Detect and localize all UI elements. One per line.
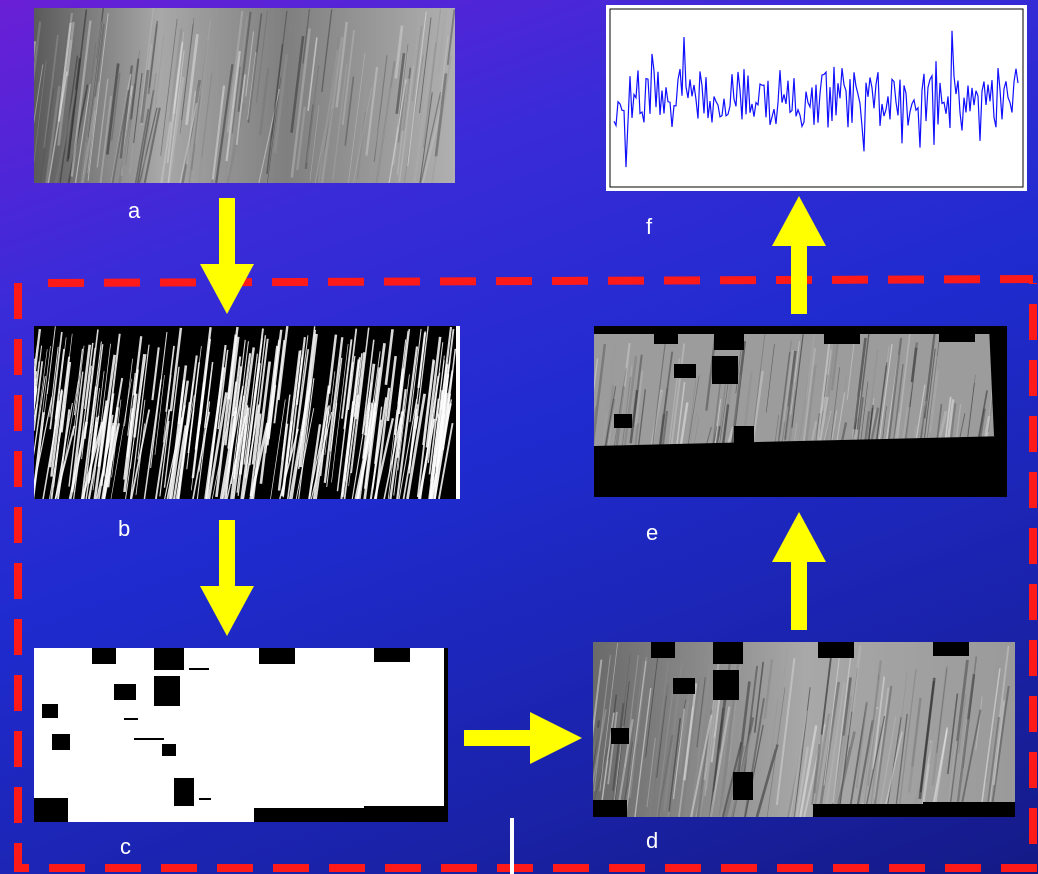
signal-waveform: [606, 5, 1027, 191]
arrow-down-a-to-b: [200, 198, 254, 314]
panel-d-masked-image: [593, 642, 1015, 817]
label-e: e: [646, 520, 659, 545]
arrow-up-e-to-f: [772, 196, 826, 314]
panel-e-aligned-image: [594, 326, 1007, 497]
edge-map-image: [34, 326, 460, 499]
panel-f-signal-plot: [606, 5, 1027, 191]
arrow-down-b-to-c: [200, 520, 254, 636]
arrow-up-d-to-e: [772, 512, 826, 630]
label-b: b: [118, 516, 131, 541]
aligned-texture-image: [594, 326, 1007, 497]
label-f: f: [646, 214, 653, 239]
panel-c-mask: [34, 648, 448, 822]
label-c: c: [120, 834, 131, 859]
panel-a-raw-image: [34, 8, 455, 183]
raw-texture-image: [34, 8, 455, 183]
label-d: d: [646, 828, 659, 853]
label-a: a: [128, 198, 141, 223]
mask-image: [34, 648, 448, 822]
masked-texture-image: [593, 642, 1015, 817]
panel-b-edge-map: [34, 326, 460, 499]
arrow-right-c-to-d: [464, 712, 582, 764]
